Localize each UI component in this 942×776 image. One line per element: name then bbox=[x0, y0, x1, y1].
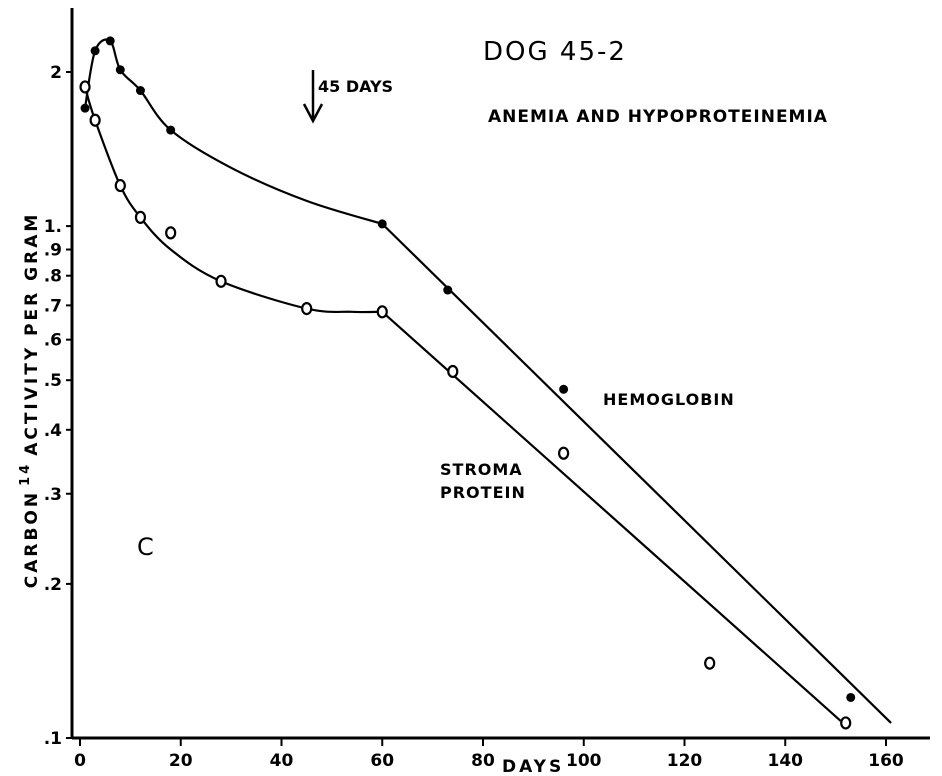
data-point-stroma-protein bbox=[840, 716, 852, 730]
data-point-hemoglobin bbox=[115, 65, 125, 75]
x-axis-label: DAYS bbox=[502, 757, 564, 776]
x-tick-label: 160 bbox=[868, 751, 904, 771]
data-point-hemoglobin bbox=[80, 103, 90, 113]
data-point-stroma-protein bbox=[447, 364, 459, 379]
series-label-stroma-line1: STROMA bbox=[440, 460, 523, 479]
chart-subtitle: ANEMIA AND HYPOPROTEINEMIA bbox=[488, 107, 828, 127]
data-point-hemoglobin bbox=[90, 46, 100, 56]
x-tick-label: 40 bbox=[270, 751, 294, 771]
series-line-hemoglobin bbox=[381, 223, 892, 724]
y-tick-label: .5 bbox=[44, 371, 62, 391]
y-tick-label: 1. bbox=[44, 217, 62, 237]
x-tick-label: 80 bbox=[471, 751, 495, 771]
x-tick-label: 20 bbox=[169, 751, 193, 771]
data-point-stroma-protein bbox=[79, 80, 91, 94]
x-tick-label: 100 bbox=[566, 751, 602, 771]
y-tick-label: .9 bbox=[44, 241, 62, 261]
series-curve-stroma-protein bbox=[83, 86, 383, 314]
data-point-stroma-protein bbox=[114, 178, 126, 193]
series-label-stroma-line2: PROTEIN bbox=[440, 483, 526, 502]
series-label-hemoglobin: HEMOGLOBIN bbox=[603, 390, 735, 409]
data-point-hemoglobin bbox=[377, 219, 387, 229]
panel-label: C bbox=[137, 533, 154, 561]
y-tick-label: .4 bbox=[44, 421, 62, 441]
ticks: 0 20 40 60 80 100 120 140 160 .1 .2 .3 .4 .5 .6 .7 .8 .9 1… bbox=[44, 63, 904, 771]
data-point-stroma-protein bbox=[557, 446, 570, 460]
annotation-label: 45 DAYS bbox=[318, 77, 393, 96]
x-tick-label: 140 bbox=[768, 751, 804, 771]
y-axis-label-superscript: 14 bbox=[18, 462, 33, 486]
data-point-hemoglobin bbox=[105, 36, 115, 46]
x-tick-label: 120 bbox=[667, 751, 703, 771]
y-tick-label: .2 bbox=[44, 575, 62, 595]
chart-title: DOG 45-2 bbox=[483, 37, 627, 67]
x-tick-label: 60 bbox=[370, 751, 394, 771]
annotation-45-days: 45 DAYS bbox=[302, 70, 393, 124]
data-point-stroma-protein bbox=[704, 656, 716, 670]
y-tick-label: .8 bbox=[44, 267, 62, 287]
arrow-down-icon bbox=[302, 103, 324, 124]
data-point-stroma-protein bbox=[134, 210, 147, 224]
data-point-hemoglobin bbox=[846, 692, 856, 702]
y-tick-label: 2 bbox=[50, 63, 62, 83]
data-point-hemoglobin bbox=[559, 384, 569, 394]
y-tick-label: .1 bbox=[44, 729, 62, 749]
y-tick-label: .3 bbox=[44, 485, 62, 505]
data-point-stroma-protein bbox=[376, 305, 388, 319]
data-points bbox=[79, 36, 856, 730]
y-tick-label: .6 bbox=[44, 331, 62, 351]
svg-text:CARBON14ACTIVITY PER GRAM: CARBON 14 ACTIVITY PER GRAM bbox=[18, 212, 42, 589]
data-point-hemoglobin bbox=[135, 86, 145, 96]
data-point-stroma-protein bbox=[215, 274, 227, 288]
data-point-hemoglobin bbox=[443, 285, 453, 295]
data-point-stroma-protein bbox=[89, 113, 101, 127]
data-point-stroma-protein bbox=[301, 301, 313, 316]
y-axis-label-main: CARBON bbox=[22, 490, 42, 588]
y-axis-label-rest: ACTIVITY PER GRAM bbox=[22, 212, 42, 456]
data-point-hemoglobin bbox=[166, 125, 176, 135]
y-tick-label: .7 bbox=[44, 296, 62, 316]
y-axis-label: CARBON 14 ACTIVITY PER GRAM bbox=[18, 212, 42, 589]
data-point-stroma-protein bbox=[165, 226, 177, 240]
x-tick-label: 0 bbox=[74, 751, 86, 771]
axes bbox=[70, 8, 930, 740]
series-lines bbox=[83, 38, 892, 724]
series-line-stroma-protein bbox=[381, 311, 842, 722]
series-curve-hemoglobin bbox=[83, 38, 383, 225]
